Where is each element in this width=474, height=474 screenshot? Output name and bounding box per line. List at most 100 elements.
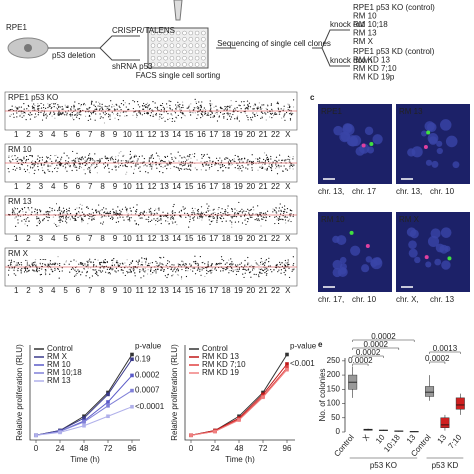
dot	[15, 158, 17, 160]
dot	[289, 109, 291, 111]
chromosome-label: 4	[51, 182, 56, 191]
dot	[60, 158, 62, 160]
dot	[106, 106, 108, 108]
dot	[42, 219, 44, 221]
dot	[173, 165, 175, 168]
dot	[245, 210, 247, 213]
dot	[41, 263, 44, 265]
dot	[99, 113, 101, 115]
dot	[45, 117, 47, 119]
dot	[200, 117, 202, 119]
dot	[281, 218, 283, 220]
dot	[81, 271, 83, 273]
dot	[194, 213, 196, 215]
dot	[82, 262, 84, 264]
dot	[224, 108, 227, 110]
chromosome-label: 5	[63, 286, 68, 295]
dot	[173, 111, 176, 113]
dot	[81, 211, 83, 213]
dot	[194, 273, 197, 275]
dot	[29, 165, 32, 168]
box	[440, 417, 450, 428]
dot	[174, 212, 176, 214]
dot	[224, 212, 226, 214]
x-tick-label: 0	[34, 444, 39, 453]
dot	[64, 104, 66, 106]
dot	[126, 165, 128, 168]
dot	[51, 106, 53, 109]
micrograph	[396, 212, 470, 292]
dot	[127, 272, 129, 274]
dot	[284, 264, 286, 266]
dot	[85, 206, 88, 208]
dot	[23, 218, 25, 221]
dot	[19, 168, 21, 170]
dot	[149, 166, 151, 168]
dot	[257, 107, 259, 110]
dot	[7, 168, 9, 170]
dot	[182, 161, 184, 163]
dot	[65, 260, 68, 262]
dot	[260, 268, 262, 270]
dot	[204, 263, 206, 265]
dot	[264, 262, 266, 264]
dot	[26, 169, 29, 171]
dot	[95, 113, 97, 115]
dot	[178, 106, 180, 108]
dot	[111, 103, 113, 106]
dot	[275, 267, 278, 269]
dot	[57, 167, 59, 169]
dot	[115, 267, 118, 270]
well	[188, 55, 194, 61]
dot	[141, 264, 144, 266]
x-tick-label: 72	[259, 444, 268, 453]
chromosome-blob	[427, 235, 440, 248]
dot	[54, 117, 56, 119]
dot	[37, 165, 39, 168]
dot	[223, 113, 225, 115]
dot	[80, 262, 82, 264]
dot	[160, 165, 162, 168]
dot	[54, 263, 56, 266]
dot	[24, 268, 27, 270]
chromosome-blob	[333, 125, 343, 136]
chromosome-label: 16	[197, 286, 206, 295]
well	[175, 43, 181, 48]
dot	[135, 213, 137, 215]
dot	[33, 103, 35, 105]
dot	[250, 208, 252, 211]
dot	[65, 216, 67, 218]
caption: chr. 17	[352, 187, 377, 196]
dot	[277, 217, 279, 219]
chromosome-label: 15	[185, 130, 194, 139]
dot	[169, 117, 171, 120]
chromosome-label: 1	[14, 286, 19, 295]
chromosome-blob	[425, 159, 433, 166]
image-label: RM X	[399, 215, 420, 224]
dot	[84, 161, 87, 163]
dot	[25, 218, 27, 220]
dot	[62, 207, 65, 209]
dot	[210, 265, 212, 267]
dot	[31, 154, 33, 156]
dot	[205, 169, 207, 171]
dot	[287, 220, 289, 222]
dot	[74, 165, 77, 167]
chromosome-label: 12	[148, 234, 157, 243]
dot	[155, 112, 158, 115]
dot	[152, 164, 154, 166]
dot	[31, 207, 33, 209]
chromosome-label: 2	[26, 130, 31, 139]
dot	[222, 217, 225, 219]
dot	[200, 274, 202, 276]
dot	[58, 216, 60, 218]
x-tick-label: 48	[80, 444, 89, 453]
dot	[229, 115, 231, 117]
chromosome-label: 10	[123, 130, 132, 139]
dot	[150, 157, 152, 159]
dot	[97, 275, 99, 277]
well	[157, 62, 162, 67]
dot	[45, 269, 47, 271]
dot	[150, 213, 152, 215]
dot	[59, 112, 61, 114]
